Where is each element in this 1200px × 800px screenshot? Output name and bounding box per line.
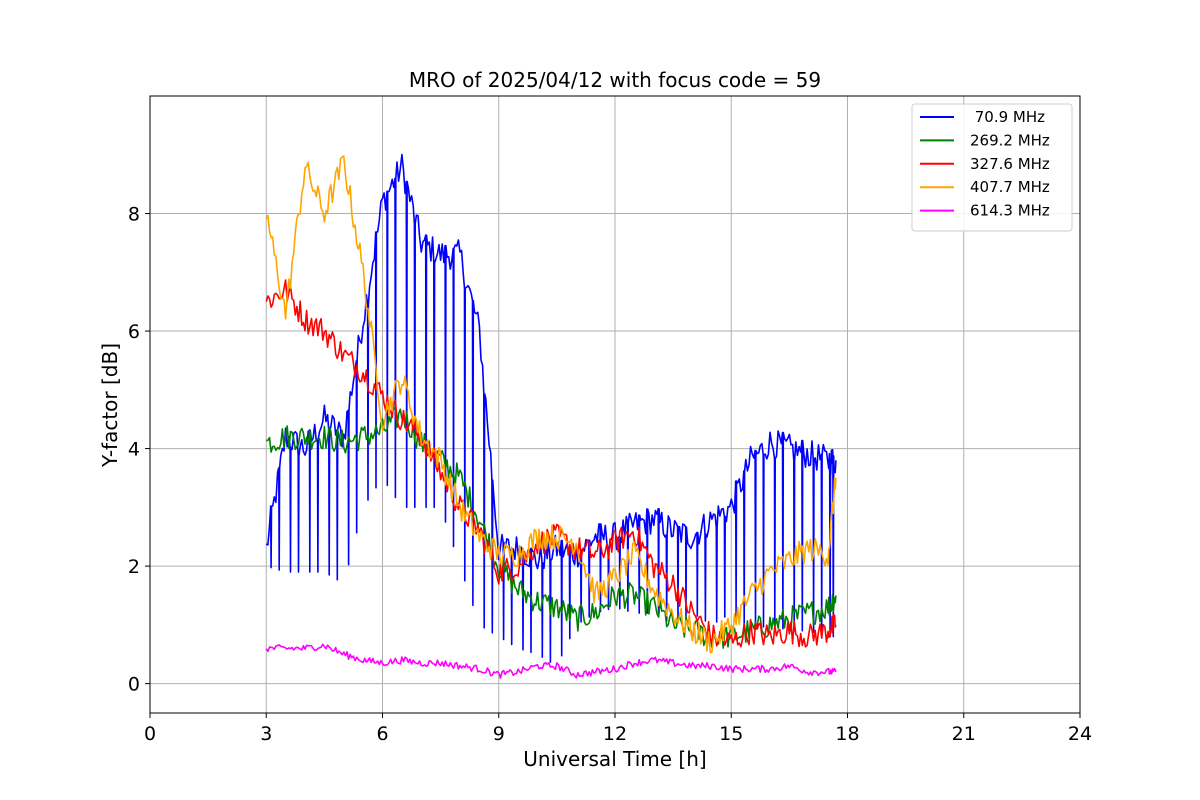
x-tick-label: 3 bbox=[260, 723, 272, 745]
x-tick-label: 24 bbox=[1068, 723, 1092, 745]
y-axis-label: Y-factor [dB] bbox=[98, 343, 122, 468]
plot-area bbox=[265, 153, 837, 679]
y-tick-label: 2 bbox=[128, 556, 140, 578]
y-tick-label: 0 bbox=[128, 674, 140, 696]
legend: 70.9 MHz 269.2 MHz 327.6 MHz 407.7 MHz 614.3… bbox=[911, 103, 1073, 232]
x-tick-label: 18 bbox=[835, 723, 859, 745]
series-layer bbox=[265, 153, 837, 679]
series-line-2 bbox=[265, 279, 837, 648]
x-tick-label: 12 bbox=[603, 723, 627, 745]
x-tick-label: 0 bbox=[144, 723, 156, 745]
series-line-3 bbox=[265, 155, 837, 654]
legend-label: 327.6 MHz bbox=[970, 155, 1050, 173]
y-tick-label: 8 bbox=[128, 204, 140, 226]
x-tick-label: 6 bbox=[376, 723, 388, 745]
y-tick-label: 6 bbox=[128, 321, 140, 343]
legend-label: 407.7 MHz bbox=[970, 178, 1050, 196]
series-line-0 bbox=[265, 153, 837, 663]
x-tick-label: 21 bbox=[952, 723, 976, 745]
y-axis: 0 2 4 6 8 bbox=[128, 204, 150, 696]
series-line-4 bbox=[265, 643, 837, 679]
x-tick-label: 9 bbox=[493, 723, 505, 745]
y-tick-label: 4 bbox=[128, 439, 140, 461]
legend-label: 269.2 MHz bbox=[970, 131, 1050, 149]
x-axis: 0 3 6 9 12 15 18 21 24 bbox=[144, 713, 1092, 745]
x-tick-label: 15 bbox=[719, 723, 743, 745]
legend-box bbox=[911, 103, 1073, 232]
legend-label: 70.9 MHz bbox=[970, 108, 1045, 126]
chart-title: MRO of 2025/04/12 with focus code = 59 bbox=[409, 68, 821, 92]
x-axis-label: Universal Time [h] bbox=[523, 747, 706, 771]
legend-label: 614.3 MHz bbox=[970, 202, 1050, 220]
